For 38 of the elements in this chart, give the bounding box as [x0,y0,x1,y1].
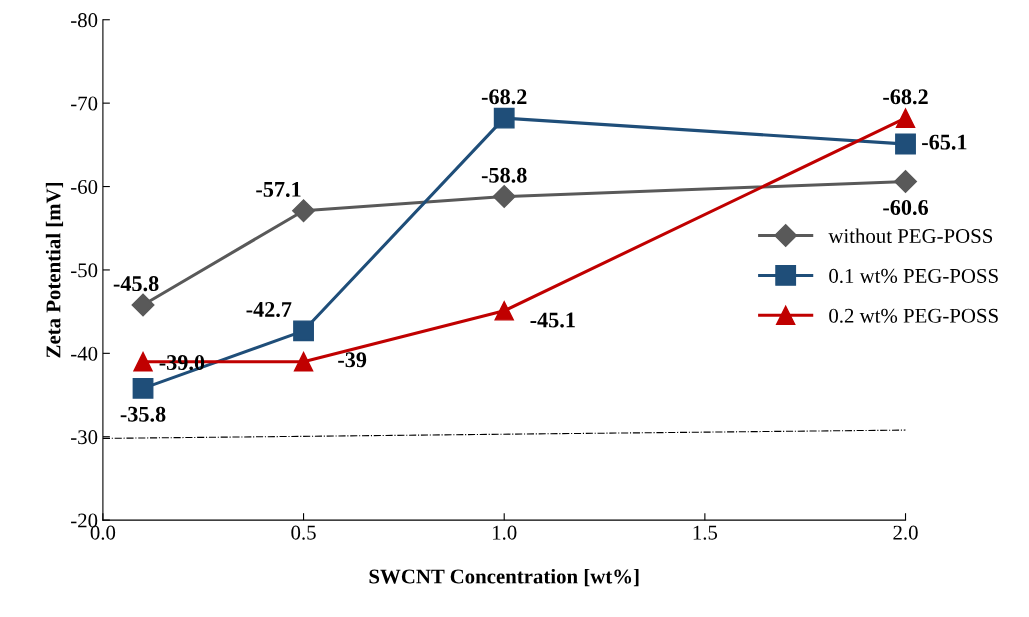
y-tick-label: -40 [71,346,98,361]
y-tick-label: -70 [71,96,98,111]
data-label: -45.8 [113,276,159,292]
point [494,301,514,321]
point [133,351,153,372]
x-tick-label: 1.5 [693,525,718,540]
x-tick-label: 2.0 [893,525,918,540]
data-label: -42.7 [246,302,292,318]
y-tick-label: -30 [71,430,98,445]
y-tick-label: -60 [71,179,98,194]
point [493,107,515,129]
point [293,320,314,342]
point [895,108,916,128]
y-tick-label: -50 [71,263,98,278]
data-label: -45.1 [530,312,575,328]
data-label: -60.6 [883,199,929,215]
point [131,293,155,317]
point [292,199,316,223]
x-axis-title: SWCNT Concentration [wt%] [369,568,639,587]
y-tick-label: -80 [71,13,98,28]
data-label: -65.1 [922,134,967,150]
x-tick-label: 0.5 [291,525,316,540]
point [293,351,314,372]
data-label: -39 [338,352,367,368]
legend-label: without PEG-POSS [828,228,993,244]
data-label: -35.8 [120,406,166,422]
legend-label: 0.1 wt% PEG-POSS [829,268,998,284]
legend-label: 0.2 wt% PEG-POSS [829,308,998,323]
point [894,170,918,194]
data-label: -68.2 [481,89,527,105]
x-tick-label: 1.0 [493,525,517,540]
data-label: -58.8 [481,167,527,183]
data-label: -57.1 [256,181,301,197]
point [895,133,916,155]
y-axis-title: Zeta Potential [mV] [45,182,64,358]
point [132,377,154,399]
data-label: -68.2 [883,89,928,105]
point [492,185,516,209]
